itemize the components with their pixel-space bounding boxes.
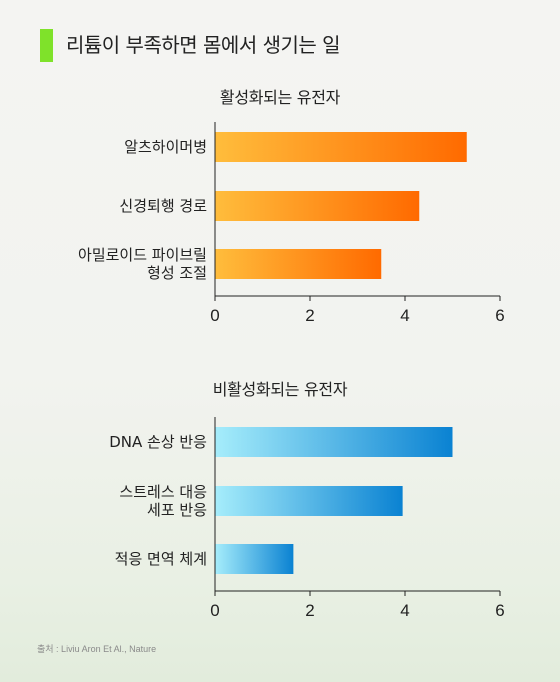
category-label: 아밀로이드 파이브릴 <box>78 246 207 264</box>
header-accent-bar <box>40 29 53 62</box>
bar <box>215 544 294 574</box>
category-label: 형성 조절 <box>147 264 207 282</box>
category-label: DNA 손상 반응 <box>109 433 207 451</box>
category-label: 알츠하이머병 <box>124 138 207 156</box>
bar <box>215 249 382 279</box>
chart-title-deactivated: 비활성화되는 유전자 <box>212 380 348 399</box>
category-label: 신경퇴행 경로 <box>119 197 207 215</box>
x-tick-label: 6 <box>495 306 504 325</box>
bar <box>215 132 467 162</box>
x-tick-label: 0 <box>210 601 219 620</box>
bar <box>215 427 453 457</box>
bar <box>215 191 420 221</box>
page-title: 리튬이 부족하면 몸에서 생기는 일 <box>66 33 341 57</box>
x-tick-label: 2 <box>305 601 314 620</box>
x-tick-label: 6 <box>495 601 504 620</box>
source-note: 출처 : Liviu Aron Et Al., Nature <box>37 644 157 654</box>
category-label: 적응 면역 체계 <box>115 550 207 568</box>
x-tick-label: 2 <box>305 306 314 325</box>
x-tick-label: 0 <box>210 306 219 325</box>
chart-title-activated: 활성화되는 유전자 <box>219 88 341 107</box>
category-label: 세포 반응 <box>147 501 207 519</box>
bar <box>215 486 403 516</box>
category-label: 스트레스 대응 <box>119 483 207 501</box>
x-tick-label: 4 <box>400 601 409 620</box>
x-tick-label: 4 <box>400 306 409 325</box>
